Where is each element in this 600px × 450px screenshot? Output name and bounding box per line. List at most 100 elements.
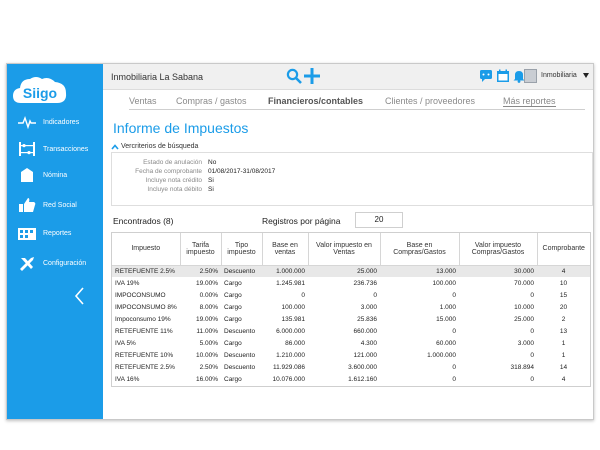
table-cell: Cargo: [224, 303, 242, 311]
tab-clientes-proveedores[interactable]: Clientes / proveedores: [385, 96, 476, 106]
table-cell: 19.00%: [195, 279, 218, 287]
table-row[interactable]: Impoconsumo 19% 19.00% Cargo 135.981 25.836 1…: [112, 313, 590, 325]
avatar[interactable]: [524, 69, 537, 83]
table-cell: 2.50%: [180, 265, 221, 277]
table-cell: 25.000: [514, 315, 534, 323]
table-cell: 0: [373, 291, 377, 299]
table-cell: 14: [559, 363, 568, 371]
table-cell: 86.000: [285, 339, 305, 347]
table-cell: Descuento: [224, 351, 256, 359]
table-cell: 1: [561, 351, 566, 359]
sidebar-item-label: Reportes: [43, 230, 72, 237]
tab-financieros-contables[interactable]: Financieros/contables: [268, 96, 364, 106]
table-cell: 1.210.000: [276, 351, 305, 359]
table-row[interactable]: RETEFUENTE 2.5% 2.50% Descuento 1.000.000 25…: [112, 265, 590, 277]
siigo-logo: Siigo: [13, 77, 67, 103]
plus-icon[interactable]: [304, 67, 320, 85]
table-cell: 0: [452, 291, 456, 299]
building-icon: [21, 168, 33, 182]
chevron-down-icon[interactable]: [583, 73, 589, 78]
criteria-value: 01/08/2017-31/08/2017: [208, 168, 276, 175]
criteria-value: No: [208, 159, 217, 166]
table-cell: RETEFUENTE 11%: [115, 327, 173, 335]
table-row[interactable]: RETEFUENTE 2.5% 2.50% Descuento 11.929.086 3…: [112, 361, 590, 373]
sidebar-item-label: Configuración: [43, 260, 87, 267]
column-header[interactable]: Base en Compras/Gastos: [380, 233, 460, 266]
table-cell: 15.000: [436, 315, 456, 323]
table-cell: 3.000: [517, 339, 534, 347]
criteria-toggle[interactable]: Vercriterios de búsqueda: [121, 143, 199, 150]
per-page-input[interactable]: 20: [355, 212, 403, 228]
table-cell: 60.000: [436, 339, 456, 347]
chevron-left-icon[interactable]: [73, 286, 87, 306]
report-tabs: Ventas Compras / gastos Financieros/cont…: [129, 96, 585, 110]
table-cell: 318.894: [510, 363, 535, 371]
top-bar: Inmobiliaria La Sabana Inmobiliaria: [103, 64, 593, 90]
table-cell: Cargo: [224, 339, 242, 347]
table-cell: 13.000: [380, 265, 459, 277]
pulse-icon: [18, 115, 36, 130]
table-cell: 19.00%: [195, 315, 218, 323]
table-cell: IVA 16%: [115, 375, 140, 383]
criteria-label: Fecha de comprobante: [135, 168, 202, 175]
sidebar-item-indicadores[interactable]: Indicadores: [7, 112, 103, 134]
column-header[interactable]: Valor impuesto Compras/Gastos: [459, 233, 538, 266]
table-cell: 10.00%: [195, 351, 218, 359]
search-icon[interactable]: [286, 68, 302, 84]
bell-icon[interactable]: [512, 69, 526, 83]
results-count: Encontrados (8): [113, 216, 174, 226]
table-cell: 15: [559, 291, 568, 299]
column-header[interactable]: Impuesto: [112, 233, 181, 266]
table-cell: 3.600.000: [348, 363, 377, 371]
criteria-label: Incluye nota débito: [147, 186, 202, 193]
calendar-icon[interactable]: [496, 69, 510, 83]
table-cell: 25.836: [357, 315, 377, 323]
column-header[interactable]: Tipo impuesto: [221, 233, 263, 266]
column-header[interactable]: Tarifa impuesto: [180, 233, 222, 266]
criteria-value: Si: [208, 186, 214, 193]
chevron-up-icon[interactable]: [111, 144, 119, 150]
table-cell: 70.000: [514, 279, 534, 287]
tools-icon: [20, 257, 34, 271]
sidebar-item-reportes[interactable]: Reportes: [7, 223, 103, 245]
table-cell: 236.736: [353, 279, 378, 287]
table-cell: 11.00%: [196, 327, 218, 335]
table-row[interactable]: IVA 19% 19.00% Cargo 1.245.981 236.736 100.00…: [112, 277, 590, 289]
table-cell: 0: [301, 291, 305, 299]
sidebar-item-configuracion[interactable]: Configuración: [7, 253, 103, 275]
table-row[interactable]: IMPOCONSUMO 8% 8.00% Cargo 100.000 3.000 1.00…: [112, 301, 590, 313]
table-cell: IVA 19%: [115, 279, 140, 287]
sidebar-item-transacciones[interactable]: Transacciones: [7, 139, 103, 161]
table-cell: 2.50%: [199, 363, 218, 371]
column-header[interactable]: Comprobante: [537, 233, 590, 266]
user-name[interactable]: Inmobiliaria: [541, 72, 577, 79]
company-name: Inmobiliaria La Sabana: [111, 72, 204, 82]
tab-compras-gastos[interactable]: Compras / gastos: [176, 96, 247, 106]
reports-icon: [18, 228, 36, 240]
table-cell: 11.929.086: [272, 363, 305, 371]
table-cell: 30.000: [459, 265, 537, 277]
table-cell: 0: [452, 375, 456, 383]
sidebar-item-label: Nómina: [43, 172, 68, 179]
table-row[interactable]: IVA 16% 16.00% Cargo 10.076.000 1.612.160 0 0 4: [112, 373, 590, 385]
table-cell: 135.981: [281, 315, 306, 323]
table-cell: 660.000: [353, 327, 378, 335]
column-header[interactable]: Base en ventas: [262, 233, 309, 266]
sidebar-item-nomina[interactable]: Nómina: [7, 165, 103, 187]
criteria-label: Incluye nota crédito: [145, 177, 202, 184]
column-header[interactable]: Valor impuesto en Ventas: [308, 233, 381, 266]
table-cell: Cargo: [224, 315, 242, 323]
table-row[interactable]: RETEFUENTE 10% 10.00% Descuento 1.210.000 12…: [112, 349, 590, 361]
table-cell: 10.076.000: [272, 375, 305, 383]
chat-icon[interactable]: [479, 69, 493, 83]
sidebar-item-red-social[interactable]: Red Social: [7, 195, 103, 217]
tab-mas-reportes[interactable]: Más reportes: [503, 96, 556, 107]
abacus-icon: [19, 142, 35, 156]
table-row[interactable]: RETEFUENTE 11% 11.00% Descuento 6.000.000 66…: [112, 325, 590, 337]
table-cell: 10: [559, 279, 568, 287]
tab-ventas[interactable]: Ventas: [129, 96, 157, 106]
sidebar-item-label: Red Social: [43, 202, 77, 209]
table-cell: 0: [530, 291, 534, 299]
table-row[interactable]: IMPOCONSUMO 0.00% Cargo 0 0 0 0 15: [112, 289, 590, 301]
table-row[interactable]: IVA 5% 5.00% Cargo 86.000 4.300 60.000 3.000 1: [112, 337, 590, 349]
